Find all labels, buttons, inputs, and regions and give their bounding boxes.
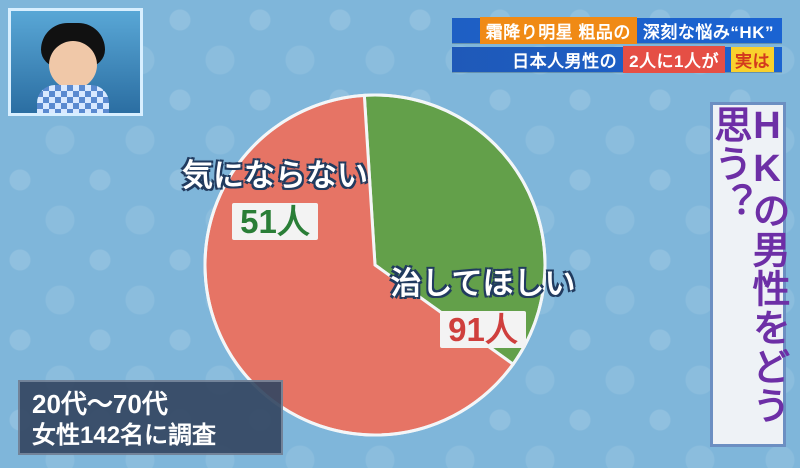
header-line-1: 霜降り明星 粗品の 深刻な悩み“HK” bbox=[452, 17, 782, 44]
person-illustration bbox=[37, 19, 109, 113]
slice-name-green: 気にならない bbox=[182, 158, 368, 193]
header-line1-left: 霜降り明星 粗品の bbox=[479, 17, 637, 44]
survey-line-2: 女性142名に調査 bbox=[32, 421, 217, 449]
pie-chart: 気にならない 51人 治してほしい 91人 bbox=[160, 93, 610, 437]
header-line2-left: 日本人男性の bbox=[512, 52, 618, 71]
pie-outline bbox=[203, 93, 547, 437]
question-box: HKの男性をどう思う？ bbox=[708, 102, 788, 447]
inset-portrait bbox=[8, 8, 143, 116]
survey-info: 20代～70代 女性142名に調査 bbox=[18, 380, 283, 455]
clothing-shape bbox=[37, 85, 109, 113]
survey-line-1: 20代～70代 bbox=[32, 389, 168, 419]
slice-value-red: 91人 bbox=[440, 310, 526, 348]
slice-label-red: 治してほしい 91人 bbox=[388, 266, 578, 348]
slice-name-red: 治してほしい bbox=[390, 266, 576, 301]
pie-chart-svg bbox=[203, 93, 547, 437]
slice-label-green: 気にならない 51人 bbox=[180, 158, 370, 240]
question-text: HKの男性をどう思う？ bbox=[708, 105, 788, 425]
header-line2-mid: 2人に1人が bbox=[623, 46, 725, 73]
slice-value-green: 51人 bbox=[232, 202, 318, 240]
header-line1-right: 深刻な悩み“HK” bbox=[642, 23, 774, 42]
face-shape bbox=[49, 41, 97, 89]
header-line2-badge: 実は bbox=[731, 47, 774, 72]
header-line-2: 日本人男性の 2人に1人が 実は bbox=[452, 46, 782, 73]
